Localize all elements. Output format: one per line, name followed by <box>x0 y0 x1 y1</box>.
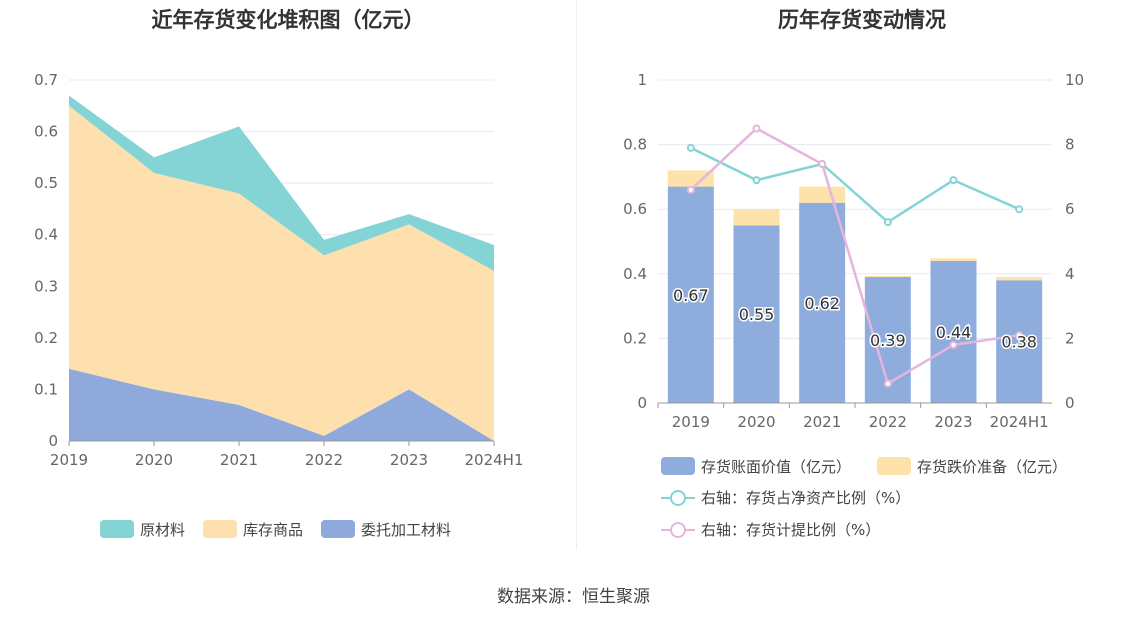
legend-line-marker <box>670 522 686 538</box>
y-tick-label: 0.1 <box>34 380 58 398</box>
y-left-tick-label: 0.2 <box>623 329 647 347</box>
area-series-2 <box>69 95 494 271</box>
legend-label: 右轴：存货占净资产比例（%） <box>701 489 910 507</box>
y-tick-label: 0.6 <box>34 123 58 141</box>
bar-data-label: 0.67 <box>673 286 709 305</box>
line-point <box>1015 205 1024 214</box>
bar-segment-1 <box>996 277 1043 281</box>
y-tick-label: 0.2 <box>34 329 58 347</box>
area-series-1 <box>69 105 494 442</box>
legend-swatch <box>877 457 911 475</box>
y-right-tick-label: 4 <box>1065 265 1075 283</box>
bar-segment-1 <box>667 170 714 187</box>
line-series-0 <box>690 146 1020 224</box>
right-chart-title: 历年存货变动情况 <box>778 8 946 32</box>
y-tick-label: 0.5 <box>34 174 58 192</box>
left-chart-panel: 近年存货变化堆积图（亿元） 0 0.1 0.2 0.3 0.4 0.5 0.6 0.7 2019… <box>0 0 576 560</box>
line-point <box>883 218 892 227</box>
x-tick-label: 2022 <box>305 451 343 469</box>
line-point <box>818 159 827 168</box>
bar-segment-0 <box>930 260 977 403</box>
area-series-0 <box>69 368 494 441</box>
y-tick-label: 0 <box>48 432 58 450</box>
bar-data-label: 0.44 <box>936 323 972 342</box>
bar-data-label: 0.55 <box>739 305 775 324</box>
line-point <box>752 176 761 185</box>
legend-swatch <box>100 520 134 538</box>
y-tick-label: 0.3 <box>34 277 58 295</box>
bar-segment-0 <box>667 186 714 403</box>
right-chart-panel: 历年存货变动情况 0 0.2 0.4 0.6 0.8 1 0 2 4 6 8 10 2019 2020 20… <box>577 0 1147 560</box>
line-point <box>883 379 892 388</box>
x-tick-label: 2024H1 <box>465 451 524 469</box>
y-right-tick-label: 6 <box>1065 200 1075 218</box>
y-left-tick-label: 1 <box>637 71 647 89</box>
legend-line-marker <box>670 490 686 506</box>
line-point <box>752 124 761 133</box>
legend-label: 存货跌价准备（亿元） <box>917 458 1067 476</box>
bar-segment-0 <box>996 280 1043 403</box>
bar-segment-0 <box>799 202 846 403</box>
y-left-tick-label: 0.6 <box>623 200 647 218</box>
x-tick-label: 2021 <box>220 451 258 469</box>
bar-segment-0 <box>733 225 780 403</box>
y-right-tick-label: 0 <box>1065 394 1075 412</box>
stacked-area-chart: 0 0.1 0.2 0.3 0.4 0.5 0.6 0.7 2019 2020 2021 2022 20… <box>34 71 524 539</box>
y-tick-label: 0.7 <box>34 71 58 89</box>
legend-label: 委托加工材料 <box>361 521 451 539</box>
line-point <box>1015 331 1024 340</box>
legend-label: 存货账面价值（亿元） <box>701 458 851 476</box>
bar-segment-1 <box>930 258 977 261</box>
left-chart-title: 近年存货变化堆积图（亿元） <box>151 8 425 32</box>
x-tick-label: 2023 <box>390 451 428 469</box>
bar-segment-1 <box>864 276 911 278</box>
x-tick-label: 2023 <box>934 413 972 431</box>
x-tick-label: 2020 <box>135 451 173 469</box>
x-tick-label: 2020 <box>737 413 775 431</box>
line-point <box>949 340 958 349</box>
panel-divider <box>576 0 577 550</box>
bar-segment-1 <box>799 186 846 203</box>
legend-swatch <box>203 520 237 538</box>
y-right-tick-label: 2 <box>1065 329 1075 347</box>
x-tick-label: 2021 <box>803 413 841 431</box>
line-point <box>686 143 695 152</box>
data-source-note: 数据来源：恒生聚源 <box>497 587 650 607</box>
legend-swatch <box>321 520 355 538</box>
line-point <box>949 176 958 185</box>
x-tick-label: 2022 <box>869 413 907 431</box>
line-series-1 <box>689 126 1020 386</box>
legend-swatch <box>661 457 695 475</box>
y-right-tick-label: 10 <box>1065 71 1084 89</box>
line-point <box>686 185 695 194</box>
legend-label: 库存商品 <box>243 521 303 539</box>
y-left-tick-label: 0.8 <box>623 136 647 154</box>
y-left-tick-label: 0.4 <box>623 265 647 283</box>
y-right-tick-label: 8 <box>1065 136 1075 154</box>
bar-segment-1 <box>733 209 780 226</box>
x-tick-label: 2019 <box>672 413 710 431</box>
legend-label: 右轴：存货计提比例（%） <box>701 521 880 539</box>
y-tick-label: 0.4 <box>34 226 58 244</box>
legend-label: 原材料 <box>140 521 185 539</box>
bar-data-label: 0.62 <box>804 294 840 313</box>
x-tick-label: 2024H1 <box>990 413 1049 431</box>
bar-data-label: 0.38 <box>1001 333 1037 352</box>
y-left-tick-label: 0 <box>637 394 647 412</box>
x-tick-label: 2019 <box>50 451 88 469</box>
bar-data-label: 0.39 <box>870 331 906 350</box>
